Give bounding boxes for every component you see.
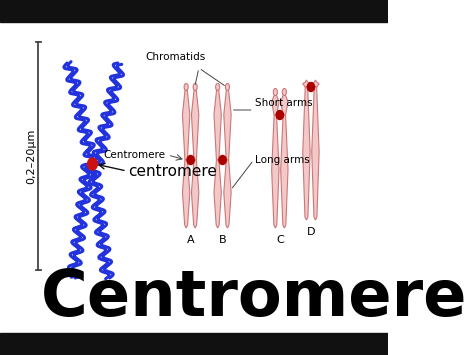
Text: Chromatids: Chromatids bbox=[146, 52, 206, 62]
Bar bbox=[0, 0, 388, 22]
Polygon shape bbox=[224, 160, 231, 228]
Polygon shape bbox=[214, 160, 221, 228]
Polygon shape bbox=[214, 88, 221, 160]
Polygon shape bbox=[191, 160, 199, 228]
Text: C: C bbox=[276, 235, 284, 245]
Bar bbox=[0, 333, 388, 355]
Polygon shape bbox=[191, 88, 199, 160]
Polygon shape bbox=[182, 160, 190, 228]
Text: B: B bbox=[219, 235, 227, 245]
Ellipse shape bbox=[88, 158, 97, 170]
Polygon shape bbox=[224, 88, 231, 160]
Polygon shape bbox=[272, 93, 279, 115]
Ellipse shape bbox=[219, 155, 226, 164]
Text: Centromere: Centromere bbox=[40, 267, 467, 329]
Ellipse shape bbox=[184, 83, 188, 91]
Ellipse shape bbox=[193, 83, 197, 91]
Polygon shape bbox=[312, 87, 319, 220]
Polygon shape bbox=[303, 87, 310, 220]
Text: Short arms: Short arms bbox=[255, 98, 313, 108]
Ellipse shape bbox=[283, 88, 286, 95]
Polygon shape bbox=[272, 115, 279, 228]
Ellipse shape bbox=[276, 110, 283, 120]
Polygon shape bbox=[281, 115, 288, 228]
Text: Long arms: Long arms bbox=[255, 155, 310, 165]
Ellipse shape bbox=[273, 88, 277, 95]
Ellipse shape bbox=[216, 83, 220, 91]
Ellipse shape bbox=[226, 83, 229, 91]
Text: Centromere: Centromere bbox=[103, 150, 165, 160]
Text: 0,2–20μm: 0,2–20μm bbox=[26, 128, 36, 184]
Ellipse shape bbox=[187, 155, 194, 164]
Polygon shape bbox=[303, 80, 310, 87]
Text: centromere: centromere bbox=[128, 164, 218, 179]
Polygon shape bbox=[281, 93, 288, 115]
Polygon shape bbox=[312, 80, 319, 87]
Text: A: A bbox=[187, 235, 194, 245]
Text: D: D bbox=[307, 227, 315, 237]
Polygon shape bbox=[182, 88, 190, 160]
Ellipse shape bbox=[307, 82, 315, 92]
